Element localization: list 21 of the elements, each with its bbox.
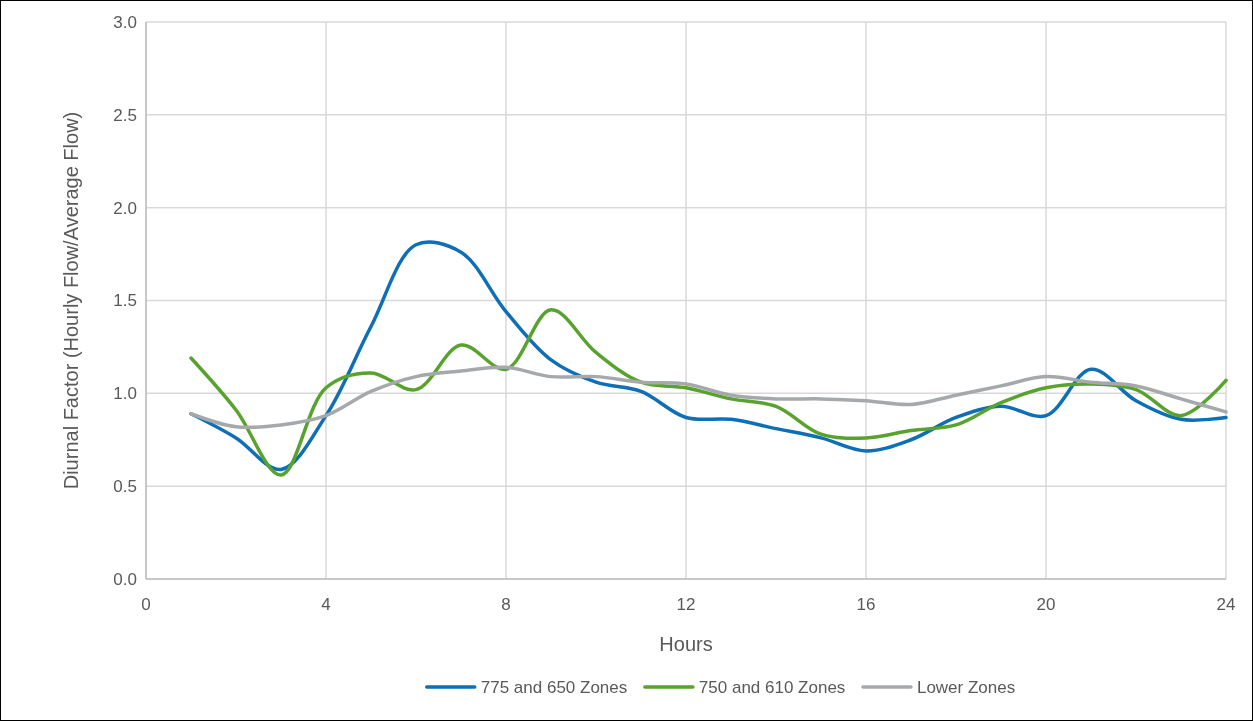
y-tick-label: 3.0 bbox=[113, 12, 137, 32]
legend-label: 775 and 650 Zones bbox=[480, 677, 628, 697]
x-axis-title: Hours bbox=[659, 633, 713, 655]
legend-label: Lower Zones bbox=[916, 677, 1016, 697]
y-tick-label: 2.0 bbox=[113, 198, 137, 218]
x-tick-label: 20 bbox=[1036, 595, 1056, 614]
x-tick-label: 0 bbox=[141, 595, 151, 614]
x-tick-label: 8 bbox=[501, 595, 511, 614]
line-series bbox=[189, 308, 1228, 477]
y-tick-label: 1.0 bbox=[113, 384, 137, 404]
x-tick-label: 24 bbox=[1216, 595, 1236, 614]
legend-label: 750 and 610 Zones bbox=[698, 677, 846, 697]
y-tick-label: 1.5 bbox=[113, 291, 137, 311]
x-tick-label: 16 bbox=[856, 595, 876, 614]
y-axis-title: Diurnal Factor (Hourly Flow/Average Flow) bbox=[60, 111, 82, 490]
x-tick-label: 12 bbox=[676, 595, 696, 614]
y-tick-label: 0.5 bbox=[113, 477, 137, 497]
x-tick-label: 4 bbox=[321, 595, 331, 614]
y-tick-label: 0.0 bbox=[113, 569, 137, 589]
y-tick-label: 2.5 bbox=[113, 105, 137, 125]
line-series bbox=[189, 365, 1228, 430]
